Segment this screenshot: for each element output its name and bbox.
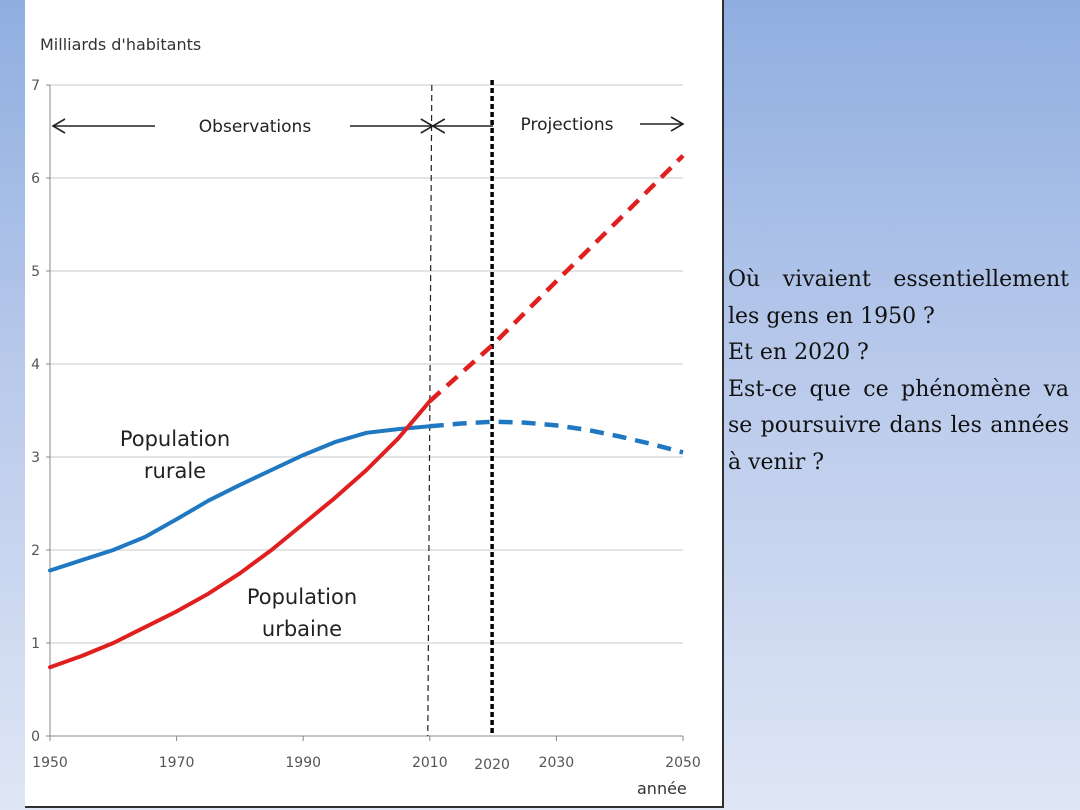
observations-arrowhead-left (51, 118, 66, 134)
series-rural-label: Population (120, 427, 230, 451)
series-urban-observed-line (48, 399, 432, 670)
question-line: Où vivaient essentiellement les gens en … (728, 267, 1069, 329)
series-urban-label: urbaine (262, 617, 342, 641)
observations-label: Observations (199, 117, 312, 137)
x-tick-label: 1970 (159, 755, 195, 771)
series-rural-label: rurale (144, 459, 206, 483)
marker-2020-label: 2020 (474, 757, 510, 773)
chart-panel: 0 1 2 3 4 5 6 7 1950 1970 1990 2010 2030 2050 Milliard… (25, 0, 724, 808)
reference-line-2010 (427, 84, 433, 737)
projections-arrowhead-left (431, 118, 446, 134)
question-line: Et en 2020 ? (728, 340, 869, 365)
question-line: Est-ce que ce phénomène va se poursuivre… (728, 376, 1069, 475)
y-tick-label: 1 (31, 636, 40, 652)
x-tick-label: 1950 (32, 755, 68, 771)
y-tick-label: 7 (31, 78, 40, 94)
y-tick-label: 2 (31, 543, 40, 559)
question-box: Où vivaient essentiellement les gens en … (728, 262, 1069, 481)
y-axis-title: Milliards d'habitants (40, 35, 201, 54)
x-tick-label: 2030 (539, 755, 575, 771)
population-chart: 0 1 2 3 4 5 6 7 1950 1970 1990 2010 2030 2050 Milliard… (31, 35, 701, 798)
x-tick-label: 2010 (412, 755, 448, 771)
x-tick-label: 2050 (665, 755, 701, 771)
y-tick-label: 4 (31, 357, 40, 373)
series-rural-observed-line (48, 424, 432, 573)
projections-label: Projections (521, 115, 614, 135)
x-axis-title: année (637, 779, 687, 798)
y-tick-label: 5 (31, 264, 40, 280)
y-tick-label: 0 (31, 729, 40, 745)
y-tick-label: 6 (31, 171, 40, 187)
x-tick-label: 1990 (285, 755, 321, 771)
series-rural-projected-line (429, 419, 684, 455)
series-urban-projected-line (428, 154, 685, 403)
series-urban-label: Population (247, 585, 357, 609)
projections-arrowhead-right (670, 116, 685, 132)
y-tick-label: 3 (31, 450, 40, 466)
